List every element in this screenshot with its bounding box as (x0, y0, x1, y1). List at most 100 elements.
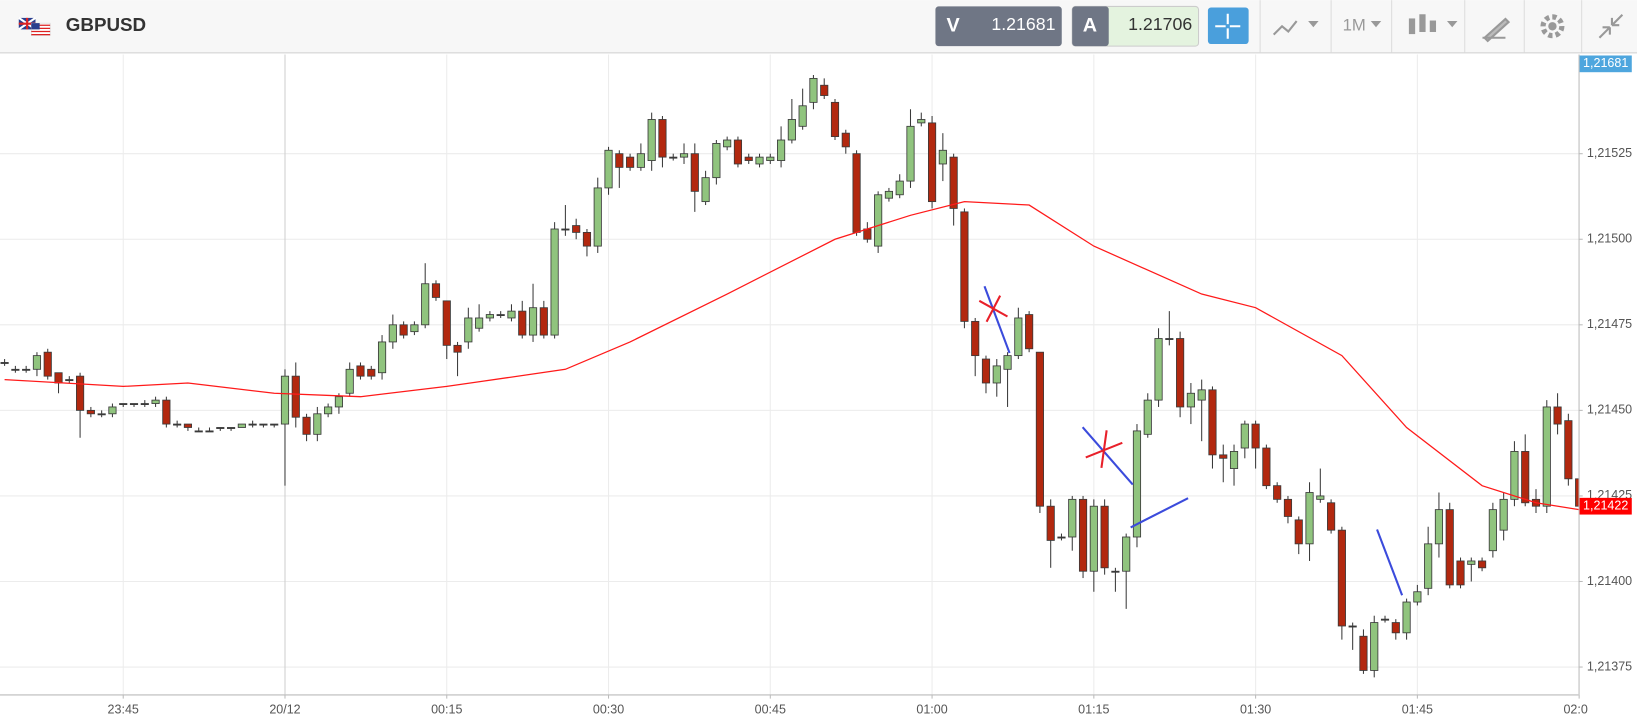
candle-body (1316, 495, 1325, 500)
candle-body (1575, 478, 1579, 507)
drawings (978, 285, 1404, 596)
candle-body (280, 375, 290, 425)
x-tick-label: 00:30 (593, 702, 624, 716)
candle-body (1456, 560, 1465, 586)
crosshair-button[interactable] (1207, 7, 1249, 45)
x-labels: 23:45 20/12 00:15 00:30 00:45 01:00 01:15 01:30… (108, 702, 1588, 716)
trend-line (1376, 529, 1404, 596)
candle-body (32, 355, 42, 370)
candle-body (1521, 451, 1530, 504)
candle-body (1251, 423, 1260, 449)
candle-body (884, 190, 894, 199)
candle-body (1467, 560, 1476, 565)
candle-body (86, 409, 95, 415)
price-tag-label: 1,21681 (1583, 56, 1628, 70)
candle-body (1154, 338, 1163, 401)
candle-body (528, 307, 538, 336)
candle-body (140, 403, 149, 405)
candle-body (1078, 498, 1088, 572)
candle-body (820, 84, 829, 96)
candle-body (1294, 519, 1303, 545)
candle-body (108, 406, 117, 415)
y-tick-label: 1,21375 (1587, 659, 1632, 673)
y-tick-label: 1,21400 (1587, 574, 1632, 588)
candle-body (874, 194, 883, 247)
candle-body (723, 139, 732, 148)
candle-body (593, 187, 602, 247)
plot-area (0, 54, 1579, 695)
y-tick-label: 1,21500 (1587, 232, 1632, 246)
cross-mark (1100, 430, 1108, 469)
candle-body (1488, 509, 1497, 552)
candle-body (1499, 498, 1508, 531)
candle-body (755, 156, 764, 165)
y-tick-label: 1,21450 (1587, 403, 1632, 417)
candle-body (712, 143, 721, 179)
candle-body (658, 119, 667, 158)
x-tick-label: 20/12 (269, 702, 300, 716)
candle-body (226, 427, 236, 429)
minimize-button[interactable] (1598, 14, 1624, 39)
timeframe-arrow (1370, 21, 1382, 28)
candle-body (1283, 498, 1293, 517)
candle-body (367, 368, 376, 377)
candle-body (313, 413, 322, 435)
flag-icon (18, 17, 51, 36)
ask-label-box (1072, 6, 1109, 47)
candle-body (1564, 420, 1573, 480)
candle-style-button[interactable] (1408, 14, 1458, 35)
candle-body (248, 423, 257, 426)
candle-body (324, 406, 333, 415)
candle-body (1046, 505, 1055, 541)
candle-body (539, 307, 548, 336)
timeframe[interactable]: 1M (1343, 16, 1366, 35)
price-tag (1579, 497, 1632, 515)
chart-type-button[interactable] (1272, 20, 1319, 36)
candle-body (636, 153, 645, 168)
candle-body (701, 177, 710, 203)
candle-body (841, 132, 850, 148)
x-tick-label: 00:45 (755, 702, 786, 716)
candle-body (1359, 635, 1368, 671)
candle-body (76, 375, 85, 411)
candle-body (0, 362, 9, 364)
candle-body (1434, 509, 1444, 545)
candle-body (604, 149, 613, 189)
candle-body (733, 139, 743, 165)
draw-tool-button[interactable] (1482, 17, 1511, 43)
candle-body (971, 320, 980, 357)
candle-body (388, 324, 397, 343)
candle-body (334, 396, 343, 408)
candle-body (1240, 423, 1249, 449)
price-tag-label: 1,21422 (1583, 499, 1628, 513)
candle-body (1262, 447, 1271, 487)
settings-button[interactable] (1540, 14, 1565, 39)
candle-body (1100, 505, 1109, 569)
candle-body (22, 368, 31, 371)
candle-body (129, 403, 139, 405)
candle-body (377, 341, 387, 374)
candle-body (669, 156, 678, 159)
axes: 1,213751,214001,214251,214501,214751,215… (108, 55, 1632, 716)
candle-body (895, 180, 904, 196)
candle-body (1208, 389, 1217, 456)
candle-body (1003, 355, 1012, 370)
candle-body (151, 399, 160, 404)
candle-body (582, 231, 592, 247)
candle-body (97, 413, 106, 416)
candle-body (572, 225, 581, 233)
candle-body (906, 125, 915, 182)
candle-body (647, 119, 656, 161)
candle-body (205, 430, 214, 433)
candle-body (626, 156, 635, 168)
candle-body (1445, 509, 1454, 586)
x-tick-label: 01:00 (916, 702, 947, 716)
candle-body (938, 149, 947, 165)
candle-body (561, 228, 570, 231)
candle-body (485, 314, 494, 319)
candle-body (1014, 317, 1023, 357)
bid-button[interactable] (935, 6, 1062, 47)
candle-body (270, 423, 279, 426)
candle-body (1553, 406, 1562, 425)
candle-body (1305, 492, 1314, 545)
